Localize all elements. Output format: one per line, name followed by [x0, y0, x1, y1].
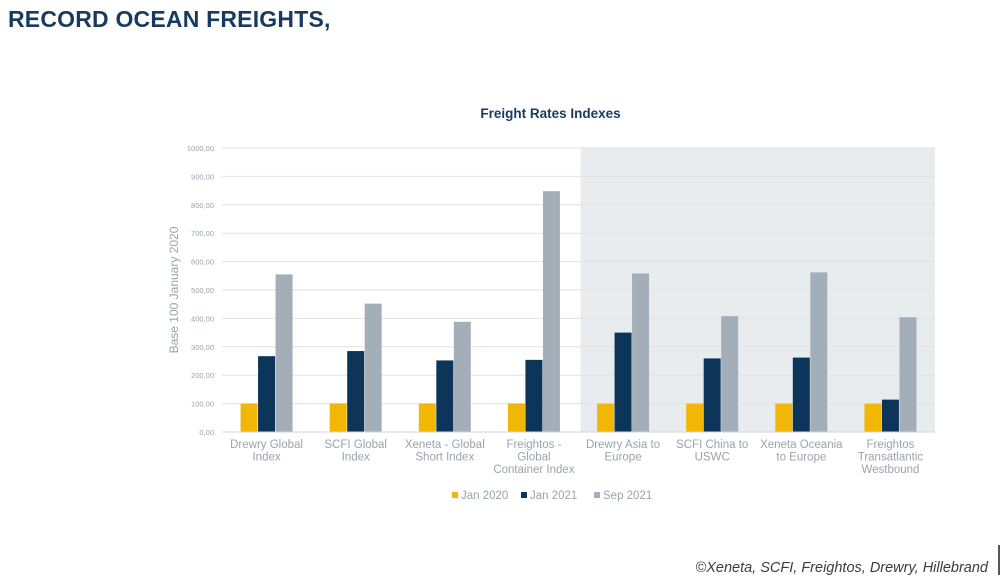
y-tick-label: 500,00: [191, 286, 214, 295]
y-tick-label: 600,00: [191, 258, 214, 267]
bar-sep-2021: [364, 303, 382, 432]
x-tick-label: Freightos -: [506, 439, 561, 451]
x-tick-label: Index: [252, 452, 280, 464]
bar-jan-2021: [436, 360, 454, 432]
y-tick-label: 0,00: [199, 428, 214, 437]
bar-sep-2021: [542, 191, 560, 432]
x-tick-label: SCFI Global: [324, 439, 387, 451]
x-tick-label: to Europe: [776, 452, 826, 464]
bar-jan-2020: [240, 403, 258, 432]
x-tick-label: Freightos: [866, 439, 914, 451]
y-tick-label: 400,00: [191, 314, 214, 323]
bar-jan-2020: [686, 403, 704, 432]
x-tick-label: Drewry Global: [230, 439, 303, 451]
bar-sep-2021: [275, 274, 293, 432]
bar-jan-2020: [775, 403, 793, 432]
bar-jan-2020: [507, 403, 525, 432]
bar-sep-2021: [721, 316, 739, 432]
x-tick-label: Europe: [605, 452, 642, 464]
y-tick-label: 800,00: [191, 201, 214, 210]
bar-jan-2021: [703, 358, 721, 432]
x-tick-label: Drewry Asia to: [586, 439, 660, 451]
bar-jan-2021: [881, 399, 899, 432]
bar-sep-2021: [810, 272, 828, 432]
bar-jan-2021: [525, 359, 543, 432]
x-tick-label: Index: [342, 452, 370, 464]
y-tick-label: 700,00: [191, 229, 214, 238]
x-tick-label: SCFI China to: [676, 439, 748, 451]
bar-sep-2021: [453, 321, 471, 432]
y-tick-label: 200,00: [191, 371, 214, 380]
y-tick-label: 100,00: [191, 400, 214, 409]
chart-title: Freight Rates Indexes: [480, 106, 620, 121]
edge-divider: [998, 545, 1000, 575]
legend-swatch: [521, 492, 527, 498]
y-tick-label: 900,00: [191, 172, 214, 181]
bar-jan-2020: [864, 403, 882, 432]
bar-sep-2021: [899, 317, 917, 432]
x-tick-label: Westbound: [861, 464, 919, 476]
bar-jan-2020: [418, 403, 436, 432]
bar-sep-2021: [632, 273, 650, 432]
bar-jan-2021: [614, 332, 632, 432]
y-tick-label: 300,00: [191, 343, 214, 352]
legend-label: Sep 2021: [603, 490, 652, 502]
x-tick-label: Xeneta - Global: [405, 439, 485, 451]
bar-jan-2020: [329, 403, 347, 432]
source-credit: ©Xeneta, SCFI, Freightos, Drewry, Hilleb…: [695, 560, 988, 576]
y-tick-label: 1000,00: [187, 144, 214, 153]
bar-jan-2020: [597, 403, 615, 432]
x-tick-label: USWC: [695, 452, 730, 464]
legend-label: Jan 2021: [530, 490, 577, 502]
bar-jan-2021: [258, 356, 276, 432]
x-tick-label: Short Index: [415, 452, 474, 464]
slide-title: RECORD OCEAN FREIGHTS,: [8, 6, 331, 32]
bar-jan-2021: [792, 357, 810, 432]
legend-label: Jan 2020: [461, 490, 508, 502]
x-tick-label: Xeneta Oceania: [760, 439, 843, 451]
y-axis-title: Base 100 January 2020: [167, 226, 181, 353]
x-tick-label: Global: [517, 452, 550, 464]
legend-swatch: [452, 492, 458, 498]
bar-jan-2021: [347, 351, 365, 432]
x-tick-label: Transatlantic: [858, 452, 924, 464]
legend-swatch: [594, 492, 600, 498]
x-tick-label: Container Index: [493, 464, 574, 476]
